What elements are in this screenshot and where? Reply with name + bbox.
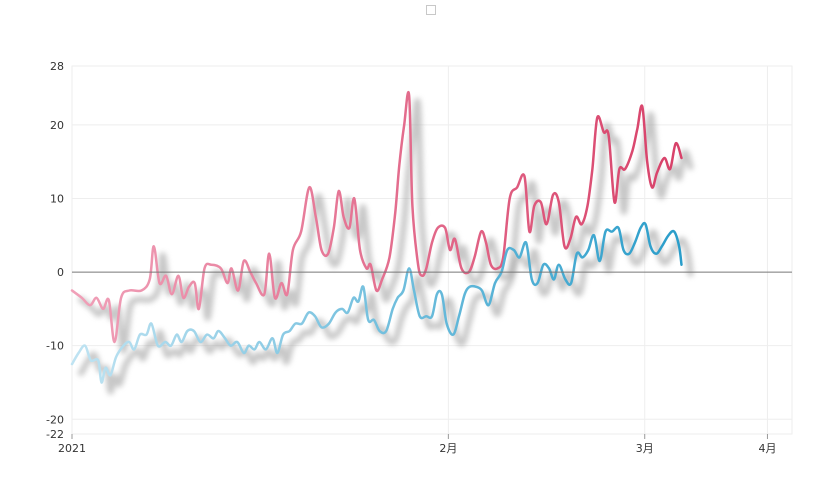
x-tick-label: 2月 — [439, 442, 457, 455]
y-tick-label: 20 — [50, 119, 64, 132]
series-1-line[interactable] — [70, 91, 683, 344]
y-tick-label: 0 — [57, 266, 64, 279]
square-icon[interactable] — [426, 5, 436, 15]
series-shadows — [78, 98, 694, 395]
y-axis: 28 20 10 0 -10 -20 -22 — [46, 60, 64, 441]
y-tick-label: -22 — [46, 428, 64, 441]
series-lines — [70, 91, 683, 384]
x-axis: 2021 2月 3月 4月 — [58, 434, 776, 455]
x-tick-label: 2021 — [58, 442, 86, 455]
series-2-shadow — [78, 229, 694, 395]
y-tick-label: 28 — [50, 60, 64, 73]
series-2-line[interactable] — [70, 221, 683, 384]
x-tick-label: 4月 — [758, 442, 776, 455]
x-tick-label: 3月 — [636, 442, 654, 455]
series-1-shadow — [78, 98, 694, 355]
y-tick-label: -10 — [46, 340, 64, 353]
y-tick-label: 10 — [50, 192, 64, 205]
y-tick-label: -20 — [46, 413, 64, 426]
